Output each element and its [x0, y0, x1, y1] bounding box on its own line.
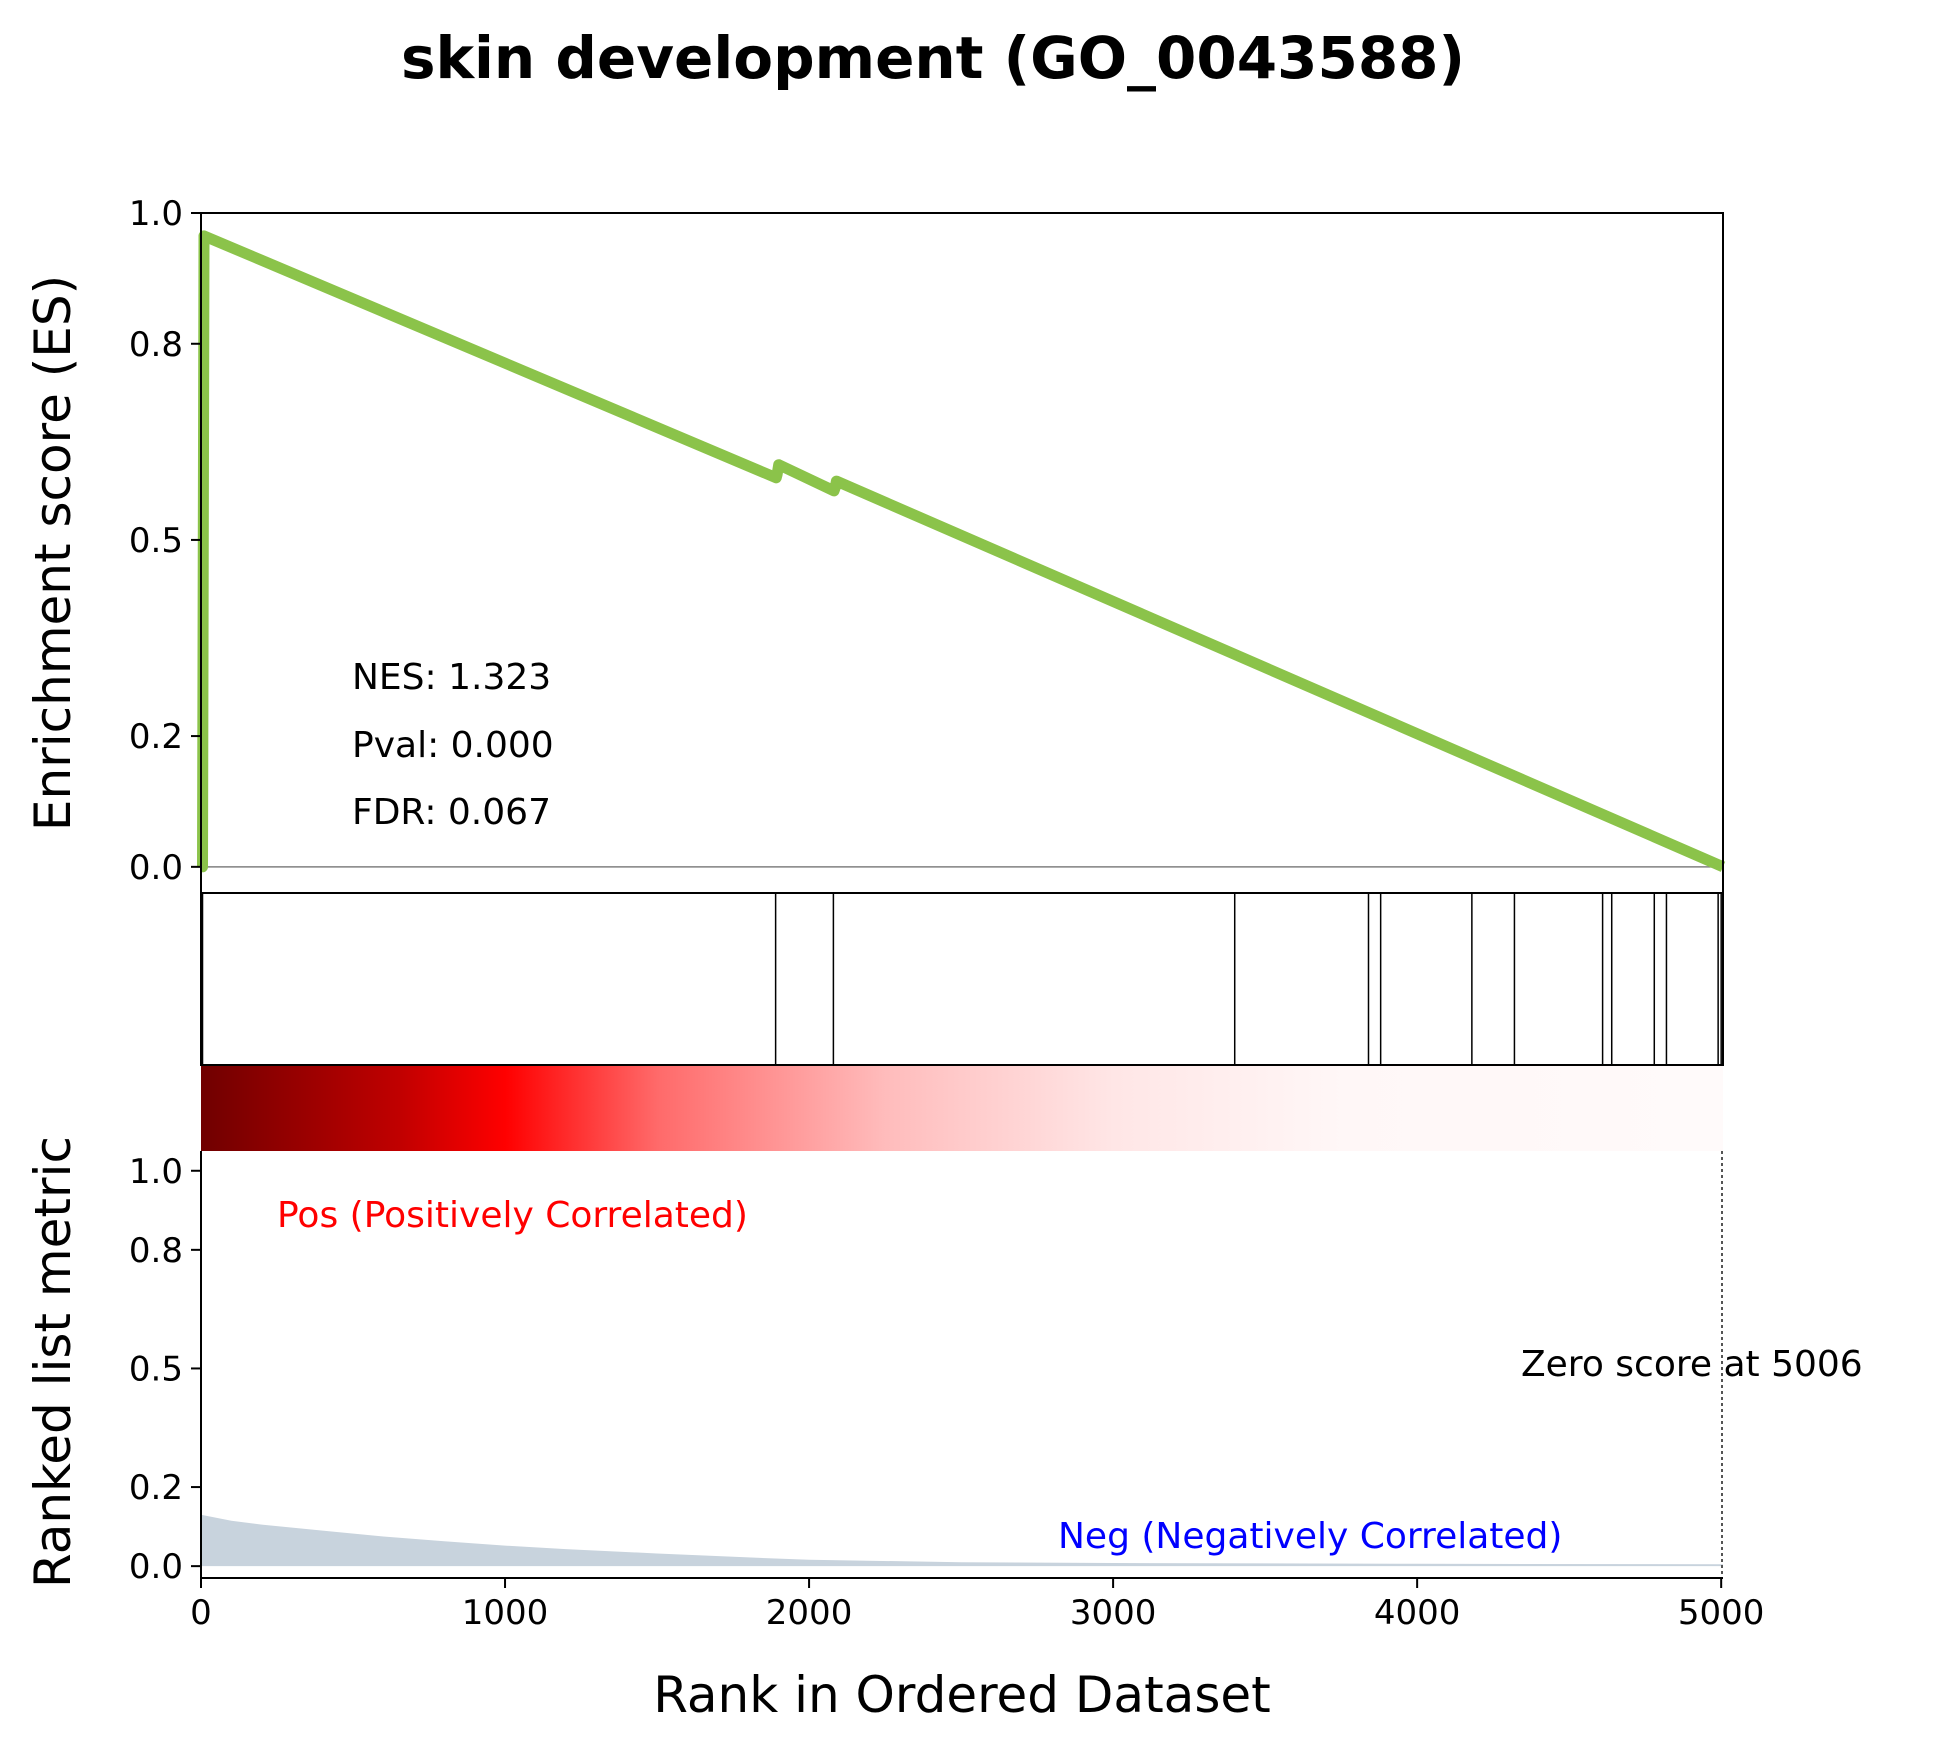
x-axis: 0 1000 2000 3000 4000 5000 — [190, 1578, 1764, 1633]
x-tick-label: 1000 — [462, 1593, 549, 1633]
es-y-tick-label: 0.2 — [129, 717, 183, 757]
correlation-gradient-bar — [201, 1066, 1723, 1151]
es-curve — [197, 230, 1726, 873]
es-y-axis: 0.0 0.2 0.5 0.8 1.0 — [129, 194, 201, 888]
es-panel: 0.0 0.2 0.5 0.8 1.0 Enrichment score (ES) NE… — [24, 194, 1726, 894]
es-y-tick-label: 0.0 — [129, 848, 183, 888]
nes-stat: NES: 1.323 — [352, 657, 551, 698]
hits-panel-frame — [200, 892, 1724, 1066]
gene-hit-lines — [201, 893, 1722, 1065]
es-panel-frame — [200, 212, 1724, 894]
rank-y-tick-label: 0.2 — [129, 1468, 183, 1508]
zero-score-label: Zero score at 5006 — [1521, 1344, 1863, 1385]
x-tick-label: 4000 — [1374, 1593, 1461, 1633]
x-tick-label: 0 — [190, 1593, 212, 1633]
x-tick-label: 3000 — [1070, 1593, 1157, 1633]
rank-y-tick-label: 0.5 — [129, 1349, 183, 1389]
rank-y-tick-label: 1.0 — [129, 1152, 183, 1192]
pos-correlated-label: Pos (Positively Correlated) — [277, 1195, 748, 1236]
fdr-stat: FDR: 0.067 — [352, 792, 551, 833]
x-axis-label: Rank in Ordered Dataset — [653, 1666, 1270, 1724]
x-tick-label: 2000 — [766, 1593, 853, 1633]
rank-panel: 0.0 0.2 0.5 0.8 1.0 0 1000 2000 3000 4000 5000 Ra… — [24, 1066, 1863, 1724]
chart-title: skin development (GO_0043588) — [401, 24, 1465, 92]
x-tick-label: 5000 — [1678, 1593, 1765, 1633]
es-y-axis-label: Enrichment score (ES) — [24, 275, 82, 831]
rank-y-axis-label: Ranked list metric — [24, 1136, 82, 1588]
rank-y-axis: 0.0 0.2 0.5 0.8 1.0 — [129, 1152, 201, 1587]
hits-panel — [200, 892, 1724, 1066]
rank-y-tick-label: 0.8 — [129, 1231, 183, 1271]
pval-stat: Pval: 0.000 — [352, 725, 554, 766]
es-y-tick-label: 0.8 — [129, 325, 183, 365]
es-y-tick-label: 0.5 — [129, 521, 183, 561]
neg-correlated-label: Neg (Negatively Correlated) — [1058, 1516, 1562, 1557]
ranked-metric-area — [201, 1514, 1723, 1567]
rank-y-tick-label: 0.0 — [129, 1547, 183, 1587]
es-y-tick-label: 1.0 — [129, 194, 183, 234]
